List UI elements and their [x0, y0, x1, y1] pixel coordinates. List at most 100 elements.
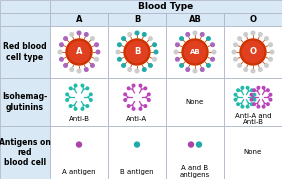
Circle shape	[207, 64, 210, 67]
Circle shape	[66, 39, 92, 65]
Text: None: None	[186, 99, 204, 105]
Circle shape	[212, 50, 216, 54]
Bar	[0, 13, 50, 26]
Circle shape	[76, 142, 81, 147]
Bar	[50, 26, 108, 78]
Circle shape	[77, 31, 81, 35]
Circle shape	[269, 57, 272, 61]
Circle shape	[91, 37, 94, 40]
Circle shape	[124, 93, 126, 96]
Circle shape	[95, 43, 98, 47]
Text: Anti-A and
Anti-B: Anti-A and Anti-B	[235, 112, 271, 125]
Circle shape	[147, 93, 150, 96]
Circle shape	[269, 43, 272, 47]
Circle shape	[257, 105, 260, 108]
Circle shape	[118, 43, 121, 47]
Circle shape	[95, 57, 98, 61]
Circle shape	[91, 64, 94, 67]
Circle shape	[128, 68, 131, 71]
Circle shape	[244, 68, 248, 71]
Circle shape	[127, 105, 130, 107]
Circle shape	[246, 105, 249, 108]
Circle shape	[269, 98, 272, 101]
Bar	[224, 78, 282, 126]
Circle shape	[241, 86, 244, 89]
Circle shape	[128, 33, 131, 36]
Circle shape	[124, 99, 126, 101]
Circle shape	[211, 57, 214, 61]
Circle shape	[234, 98, 237, 101]
Circle shape	[188, 142, 193, 147]
Circle shape	[242, 41, 264, 63]
Text: A: A	[76, 15, 82, 24]
Circle shape	[70, 68, 74, 71]
Circle shape	[89, 99, 92, 101]
Circle shape	[116, 50, 120, 54]
Circle shape	[139, 84, 142, 87]
Bar	[0, 126, 50, 179]
Circle shape	[244, 33, 248, 36]
Text: Isohemag-
glutinins: Isohemag- glutinins	[2, 92, 48, 112]
Circle shape	[259, 68, 262, 71]
Text: A and B
antigens: A and B antigens	[180, 166, 210, 178]
Circle shape	[238, 37, 241, 40]
Circle shape	[122, 37, 125, 40]
Bar	[166, 26, 224, 78]
Circle shape	[174, 50, 178, 54]
Circle shape	[135, 142, 140, 147]
Bar	[166, 126, 224, 179]
Text: Antigens on
red
blood cell: Antigens on red blood cell	[0, 138, 51, 167]
Circle shape	[182, 39, 208, 65]
Circle shape	[266, 89, 269, 91]
Text: B: B	[134, 15, 140, 24]
Circle shape	[176, 57, 179, 61]
Text: B antigen: B antigen	[120, 169, 154, 175]
Circle shape	[70, 33, 74, 36]
Circle shape	[184, 41, 206, 63]
Circle shape	[237, 103, 239, 105]
Circle shape	[193, 69, 197, 73]
Text: AB: AB	[190, 49, 200, 55]
Circle shape	[142, 68, 146, 71]
Circle shape	[69, 87, 72, 90]
Bar	[166, 13, 224, 26]
Bar	[224, 126, 282, 179]
Bar	[50, 78, 108, 126]
Circle shape	[253, 89, 255, 91]
Text: Blood Type: Blood Type	[138, 2, 194, 11]
Circle shape	[246, 86, 249, 89]
Bar	[108, 78, 166, 126]
Circle shape	[253, 103, 255, 105]
Circle shape	[238, 64, 241, 67]
Circle shape	[257, 86, 260, 89]
Circle shape	[251, 31, 255, 35]
Circle shape	[66, 99, 69, 101]
Circle shape	[58, 50, 62, 54]
Circle shape	[144, 87, 147, 90]
Circle shape	[147, 99, 150, 101]
Circle shape	[132, 84, 135, 87]
Circle shape	[262, 86, 265, 89]
Circle shape	[86, 87, 89, 90]
Bar	[224, 26, 282, 78]
Circle shape	[265, 37, 268, 40]
Circle shape	[234, 93, 237, 96]
Circle shape	[66, 93, 69, 96]
Circle shape	[60, 57, 63, 61]
Circle shape	[154, 50, 158, 54]
Circle shape	[126, 41, 148, 63]
Circle shape	[176, 43, 179, 47]
Circle shape	[135, 69, 139, 73]
Circle shape	[241, 105, 244, 108]
Circle shape	[122, 64, 125, 67]
Circle shape	[64, 64, 67, 67]
Circle shape	[253, 98, 256, 101]
Circle shape	[124, 39, 150, 65]
Circle shape	[251, 89, 253, 91]
Circle shape	[64, 37, 67, 40]
Bar	[108, 26, 166, 78]
Text: Anti-B: Anti-B	[69, 116, 89, 122]
Circle shape	[250, 93, 253, 96]
Circle shape	[251, 69, 255, 73]
Circle shape	[89, 93, 92, 96]
